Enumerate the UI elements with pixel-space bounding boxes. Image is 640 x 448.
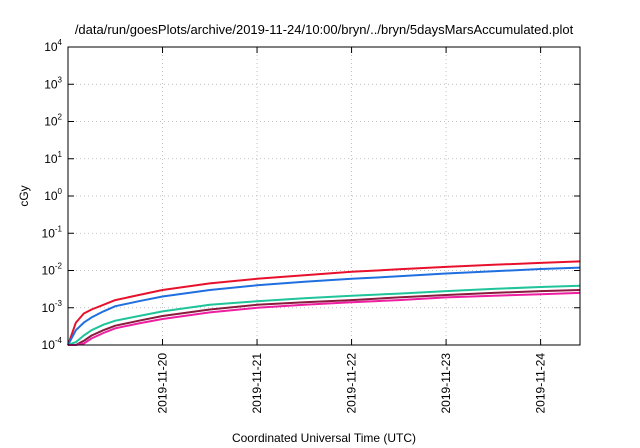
series-line-4 (68, 289, 581, 346)
y-axis-ticks: 10-4 10-3 10-2 10-1 100 101 102 103 104 (42, 38, 580, 352)
x-tick-label: 2019-11-22 (345, 353, 359, 414)
y-tick-label: 10-3 (42, 299, 63, 315)
y-tick-label: 10-4 (42, 336, 63, 352)
series-line-2 (67, 266, 581, 346)
y-tick-label: 102 (44, 113, 62, 129)
x-tick-label: 2019-11-21 (250, 353, 264, 414)
series-line-5 (68, 291, 581, 346)
series-line-1 (67, 260, 581, 346)
grid-lines (68, 47, 580, 345)
y-tick-label: 10-1 (42, 224, 63, 240)
y-tick-label: 100 (44, 187, 62, 203)
x-tick-label: 2019-11-24 (534, 353, 548, 414)
x-axis-ticks: 2019-11-20 2019-11-21 2019-11-22 2019-11-23… (156, 47, 548, 414)
series-line-3 (67, 284, 581, 346)
x-axis-label: Coordinated Universal Time (UTC) (232, 431, 416, 445)
x-tick-label: 2019-11-20 (156, 353, 170, 414)
y-tick-label: 104 (44, 38, 62, 54)
y-tick-label: 103 (44, 75, 62, 91)
x-tick-label: 2019-11-23 (439, 353, 453, 414)
series-layer (67, 260, 581, 346)
y-tick-label: 101 (44, 150, 62, 166)
y-tick-label: 10-2 (42, 262, 63, 278)
y-axis-label: cGy (17, 185, 31, 206)
chart-title: /data/run/goesPlots/archive/2019-11-24/1… (75, 22, 574, 37)
